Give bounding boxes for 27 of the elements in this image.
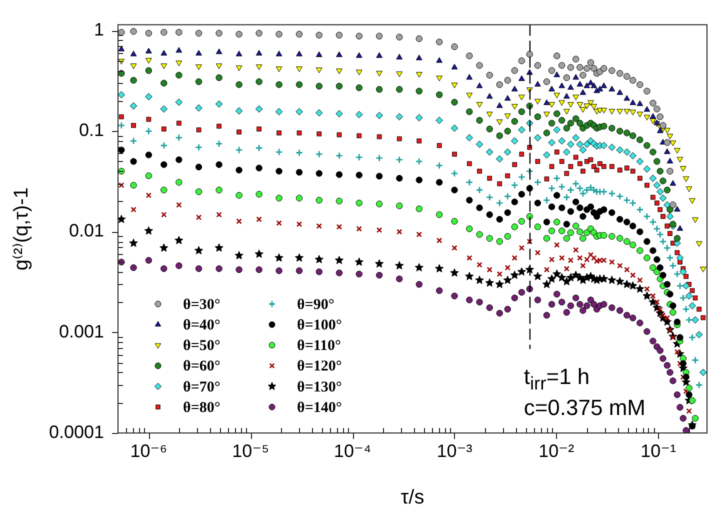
legend-label: θ=90° xyxy=(297,296,334,313)
y-axis-title: g⁽²⁾(q,τ)-1 xyxy=(10,187,33,271)
legend-label: θ=120° xyxy=(297,358,342,375)
x-tick-label: 10⁻³ xyxy=(436,440,472,461)
legend-label: θ=130° xyxy=(297,379,342,396)
y-tick-label: 1 xyxy=(94,19,104,40)
y-tick-label: 0.001 xyxy=(58,321,104,342)
x-tick-label: 10⁻⁵ xyxy=(232,440,270,461)
y-tick-label: 0.0001 xyxy=(48,422,104,442)
legend-label: θ=30° xyxy=(183,296,220,313)
legend-label: θ=70° xyxy=(183,379,220,396)
x-tick-label: 10⁻⁴ xyxy=(334,440,372,461)
legend-label: θ=100° xyxy=(297,317,342,334)
annotation: t$_{irr}$=1 h xyxy=(524,363,591,394)
annotation: c=0.375 mM xyxy=(524,394,646,422)
legend-label: θ=60° xyxy=(183,358,220,375)
legend-label: θ=50° xyxy=(183,338,220,354)
legend-label: θ=140° xyxy=(297,400,342,416)
y-tick-label: 0.01 xyxy=(68,220,104,241)
x-tick-label: 10⁻⁶ xyxy=(130,440,168,461)
legend-label: θ=40° xyxy=(183,317,220,334)
x-tick-label: 10⁻² xyxy=(538,440,574,461)
legend-label: θ=110° xyxy=(297,338,342,354)
y-tick-label: 0.1 xyxy=(78,120,104,140)
legend-label: θ=80° xyxy=(183,400,220,416)
x-tick-label: 10⁻¹ xyxy=(640,440,676,461)
x-axis-title: τ/s xyxy=(400,486,424,509)
